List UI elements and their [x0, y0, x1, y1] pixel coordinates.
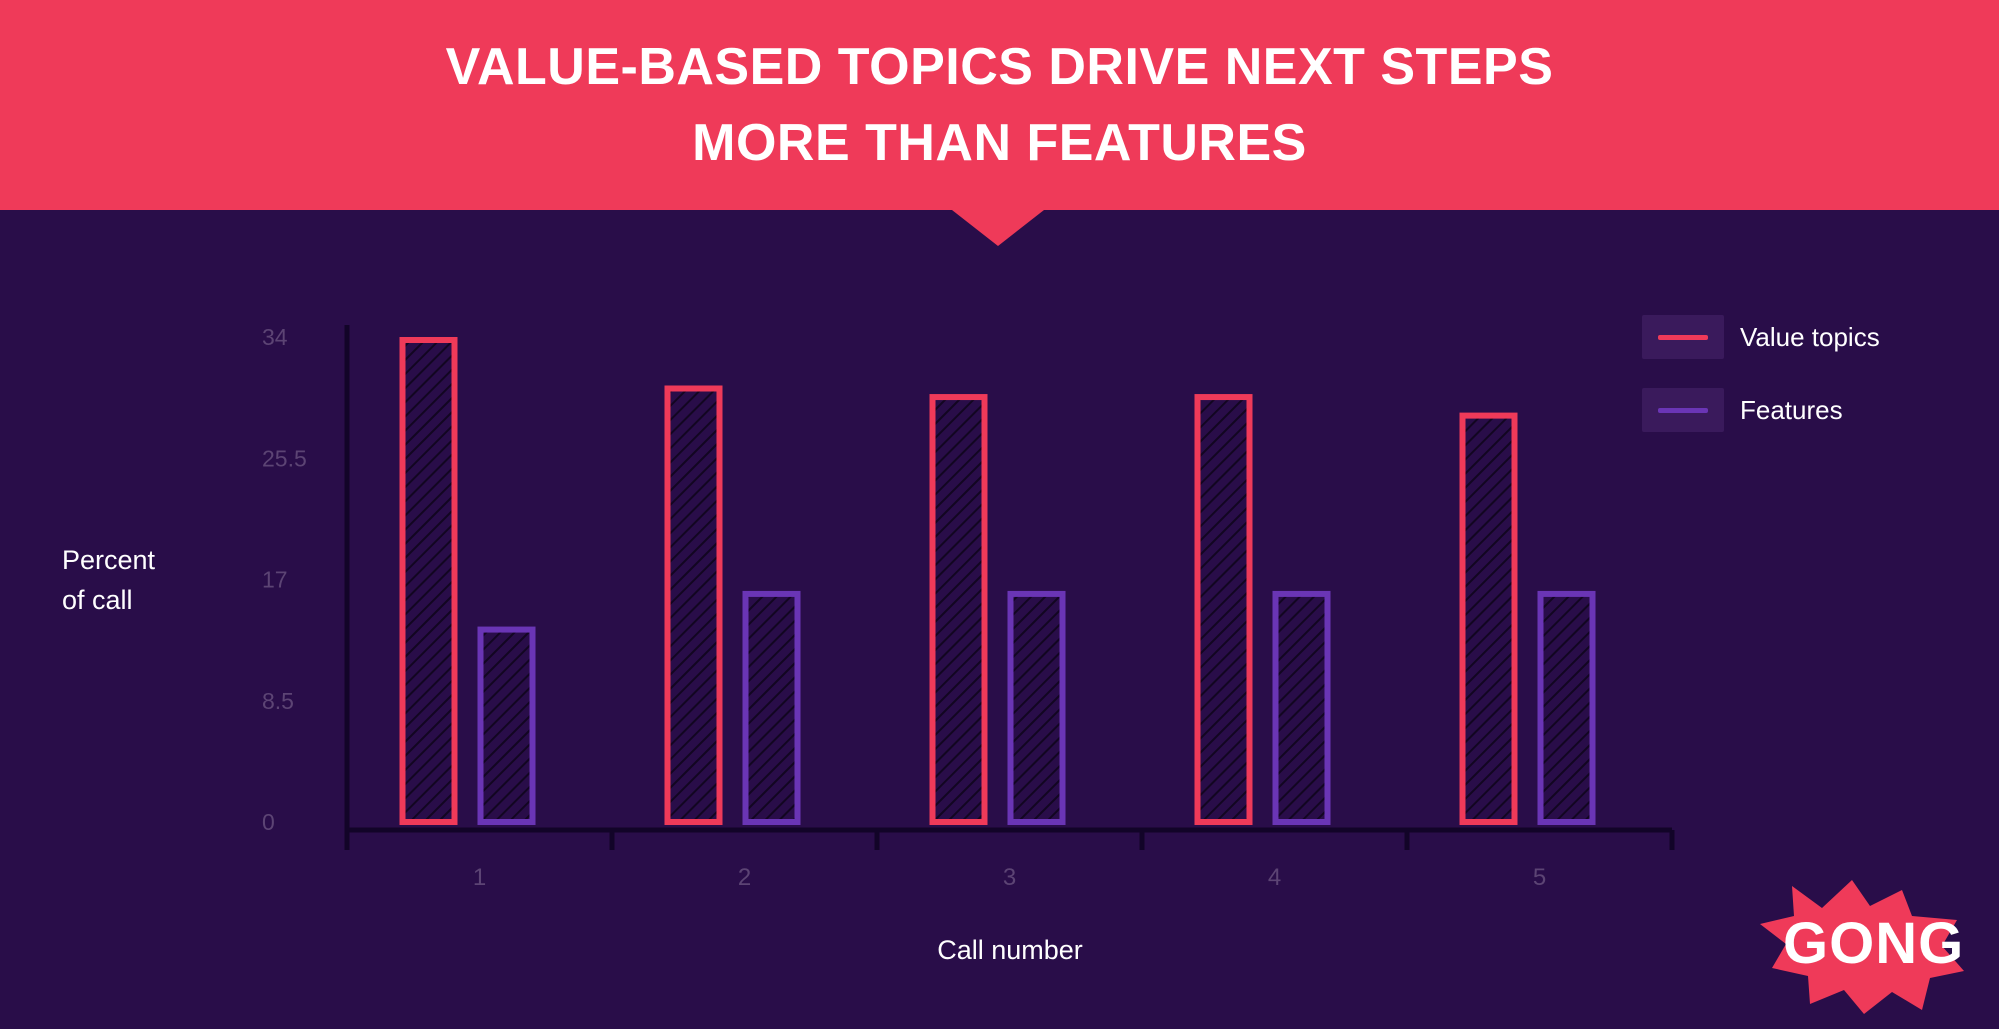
x-tick-label: 5 [1533, 864, 1546, 891]
bar-features-5 [1537, 590, 1596, 825]
title-banner: VALUE-BASED TOPICS DRIVE NEXT STEPS MORE… [0, 0, 1999, 210]
y-tick-label: 17 [262, 567, 288, 593]
legend-item-features: Features [1642, 388, 1880, 432]
bar-features-1 [477, 626, 536, 826]
bar-value-topics-2 [664, 385, 723, 825]
legend-label-value-topics: Value topics [1740, 321, 1880, 352]
y-axis-label-line-2: of call [62, 585, 133, 615]
bar-value-topics-1 [399, 337, 458, 825]
bar-features-4 [1272, 590, 1331, 825]
gong-logo-burst-icon [1760, 880, 1964, 1014]
gong-logo-text: GONG [1783, 911, 1965, 976]
x-tick-label: 4 [1268, 864, 1281, 891]
legend-item-value-topics: Value topics [1642, 315, 1880, 359]
x-tick-label: 1 [473, 864, 486, 891]
x-tick-label: 2 [738, 864, 751, 891]
bar-value-topics-3 [929, 394, 988, 825]
bar-value-topics-5 [1459, 412, 1518, 825]
banner-pointer [952, 210, 1044, 246]
chart-title-line-2: MORE THAN FEATURES [692, 114, 1307, 172]
legend-label-features: Features [1740, 394, 1843, 425]
y-tick-label: 0 [262, 809, 275, 835]
bar-value-topics-4 [1194, 394, 1253, 825]
y-axis-label-line-1: Percent [62, 545, 156, 575]
legend-swatch-value-topics [1642, 315, 1724, 359]
y-tick-label: 34 [262, 324, 288, 350]
y-axis-label: Percent of call [62, 540, 222, 620]
y-tick-label: 25.5 [262, 445, 307, 471]
x-tick-label: 3 [1003, 864, 1016, 891]
chart-title-line-1: VALUE-BASED TOPICS DRIVE NEXT STEPS [445, 38, 1554, 96]
y-tick-label: 8.5 [262, 688, 294, 714]
bar-features-2 [742, 590, 801, 825]
legend: Value topics Features [1642, 315, 1880, 461]
x-axis-label: Call number [937, 935, 1083, 965]
bar-features-3 [1007, 590, 1066, 825]
legend-swatch-features [1642, 388, 1724, 432]
